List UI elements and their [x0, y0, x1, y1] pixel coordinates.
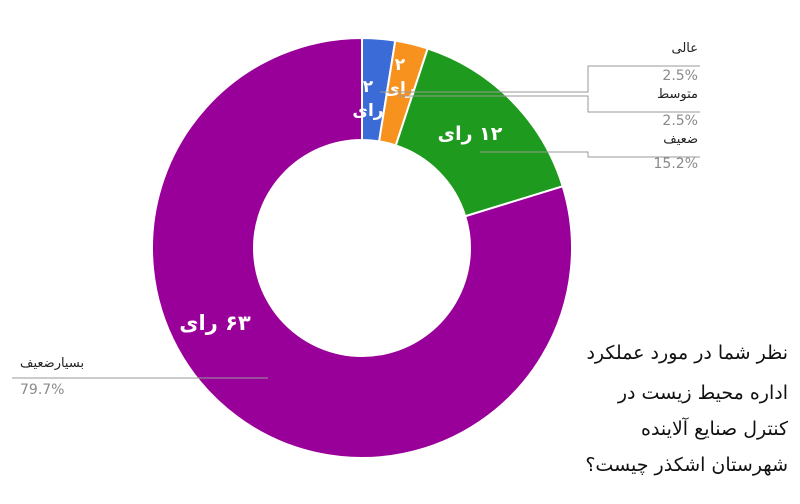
slice-label-2: ۲ رای: [384, 55, 415, 99]
legend-label-3: ضعیف: [663, 132, 698, 147]
callout-line-1: [380, 65, 700, 93]
slice-label-1: ۲ رای: [352, 77, 383, 121]
slice-label-4: ۶۳ رای: [179, 311, 251, 335]
legend-label-2: متوسط: [657, 87, 698, 102]
question-line-2: اداره محیط زیست در: [617, 382, 788, 404]
question-line-4: شهرستان اشکذر چیست؟: [585, 454, 788, 476]
slice-3: [394, 47, 564, 218]
slices-group: [151, 36, 573, 459]
legend-percent-4: 79.7%: [20, 382, 64, 398]
legend-percent-2: 2.5%: [662, 113, 698, 129]
legend-label-1: عالی: [671, 41, 698, 56]
legend-percent-1: 2.5%: [662, 68, 698, 84]
slice-4: [151, 36, 573, 459]
slice-label-3: ۱۲ رای: [438, 123, 503, 145]
legend-label-4: بسیارضعیف: [20, 356, 84, 371]
question-line-3: کنترل صنایع آلاینده: [641, 418, 788, 440]
legend-percent-3: 15.2%: [654, 156, 698, 172]
callout-line-2: [398, 95, 700, 113]
callouts-group: عالی 2.5% متوسط 2.5% ضعیف 15.2% بسیارضعیف 79.7%: [12, 41, 700, 398]
callout-line-3: [480, 151, 700, 158]
question-line-1: نظر شما در مورد عملکرد: [586, 342, 788, 364]
